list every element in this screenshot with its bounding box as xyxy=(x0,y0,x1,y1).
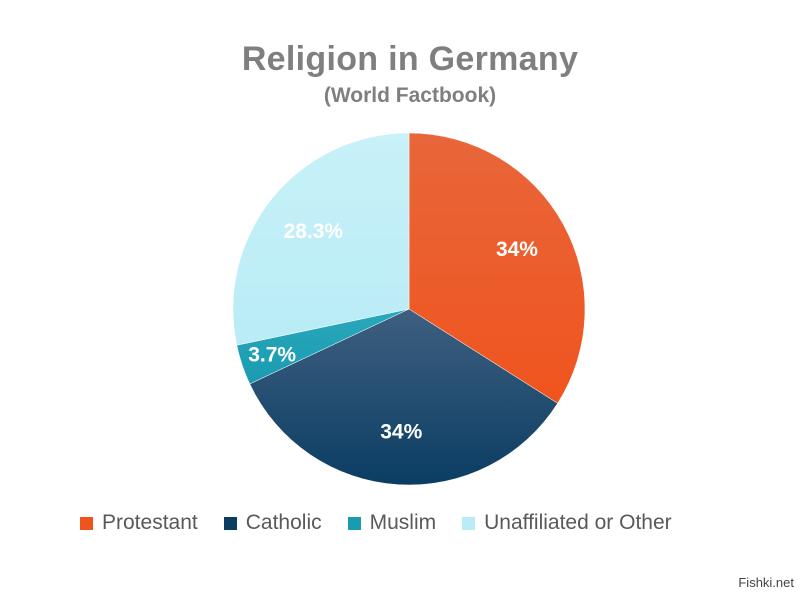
legend: Protestant Catholic Muslim Unaffiliated … xyxy=(80,511,698,535)
watermark: Fishki.net xyxy=(738,575,794,590)
slice-label-unaffiliated-or-other: 28.3% xyxy=(284,220,344,243)
legend-item-unaffiliated: Unaffiliated or Other xyxy=(462,511,672,535)
slice-label-catholic: 34% xyxy=(380,420,422,443)
pie-slice-unaffiliated-or-other xyxy=(232,132,410,346)
legend-label-unaffiliated: Unaffiliated or Other xyxy=(484,511,672,534)
chart-title: Religion in Germany xyxy=(241,40,579,78)
legend-label-catholic: Catholic xyxy=(245,511,322,534)
legend-swatch-protestant xyxy=(80,516,93,530)
pie-slice-catholic xyxy=(249,308,558,486)
legend-item-muslim: Muslim xyxy=(347,511,437,535)
slice-label-muslim: 3.7% xyxy=(248,343,296,366)
legend-swatch-unaffiliated xyxy=(462,516,476,530)
legend-swatch-muslim xyxy=(347,516,361,530)
slice-label-protestant: 34% xyxy=(496,238,538,261)
chart-subtitle: (World Factbook) xyxy=(323,84,497,107)
legend-item-protestant: Protestant xyxy=(80,511,198,535)
legend-label-muslim: Muslim xyxy=(369,511,437,534)
pie-slice-protestant xyxy=(408,132,586,404)
legend-item-catholic: Catholic xyxy=(223,511,322,535)
legend-swatch-catholic xyxy=(223,516,237,530)
legend-label-protestant: Protestant xyxy=(102,511,198,534)
